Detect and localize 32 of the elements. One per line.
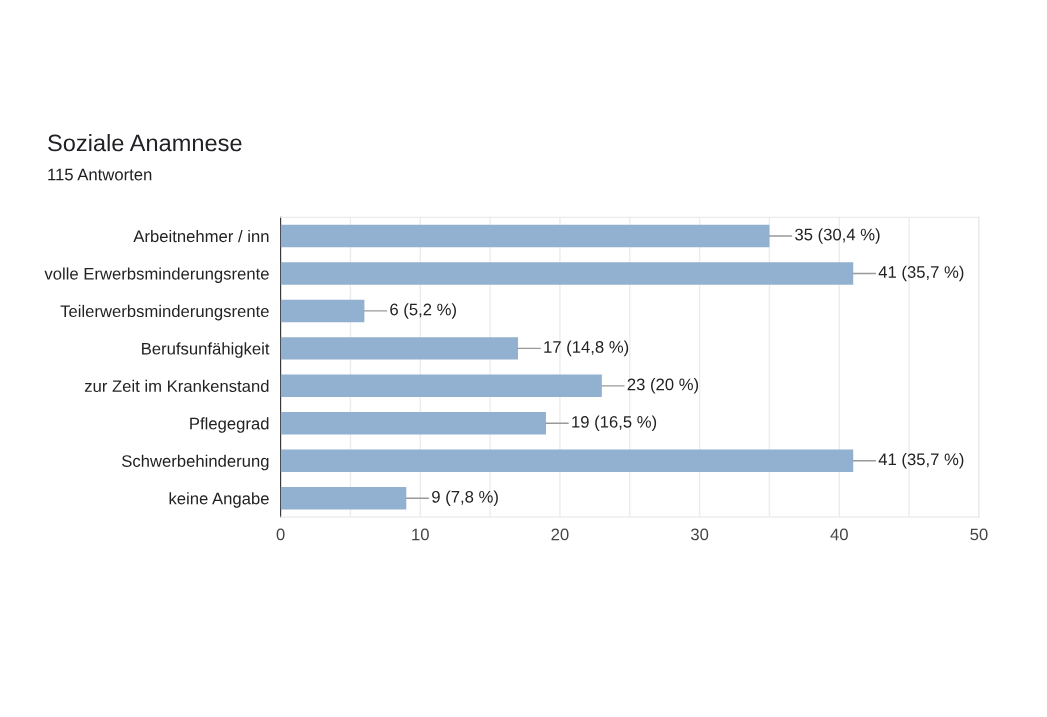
y-tick-label: Arbeitnehmer / inn [133, 229, 269, 243]
y-tick-label: Schwerbehinderung [122, 454, 269, 471]
x-tick-label: 20 [551, 528, 569, 541]
bar [280, 449, 854, 472]
y-tick-label: keine Angabe [169, 492, 269, 508]
data-label: 41 (35,7 %) [878, 452, 964, 469]
bar [280, 412, 546, 435]
data-label: 41 (35,7 %) [878, 265, 964, 282]
bar [280, 374, 602, 398]
data-label: 6 (5,2 %) [390, 303, 456, 319]
text: 115 Antworten [48, 168, 152, 181]
data-label: 23 (20 %) [627, 378, 699, 394]
bar [280, 262, 854, 285]
x-tick-label: 10 [412, 528, 429, 541]
chart-title: Soziale Anamnese [48, 134, 242, 152]
bar [280, 486, 407, 510]
y-tick-label: zur Zeit im Krankenstand [84, 379, 269, 393]
data-label: 17 (14,8 %) [544, 340, 629, 357]
x-tick-label: 30 [690, 528, 709, 541]
y-tick-label: volle Erwerbsminderungsrente [44, 267, 269, 283]
bar [280, 299, 365, 323]
bar [280, 337, 519, 360]
x-tick-label: 40 [830, 528, 848, 541]
data-label: 9 (7,8 %) [432, 490, 498, 506]
x-tick-label: 0 [276, 528, 285, 541]
data-label: 19 (16,5 %) [572, 415, 657, 432]
bar [280, 224, 770, 248]
y-tick-label: Berufsunfähigkeit [142, 342, 270, 358]
x-tick-label: 50 [970, 528, 988, 541]
data-label: 35 (30,4 %) [795, 228, 880, 244]
y-tick-label: Pflegegrad [190, 417, 269, 433]
y-tick-label: Teilerwerbsminderungsrente [60, 304, 269, 321]
